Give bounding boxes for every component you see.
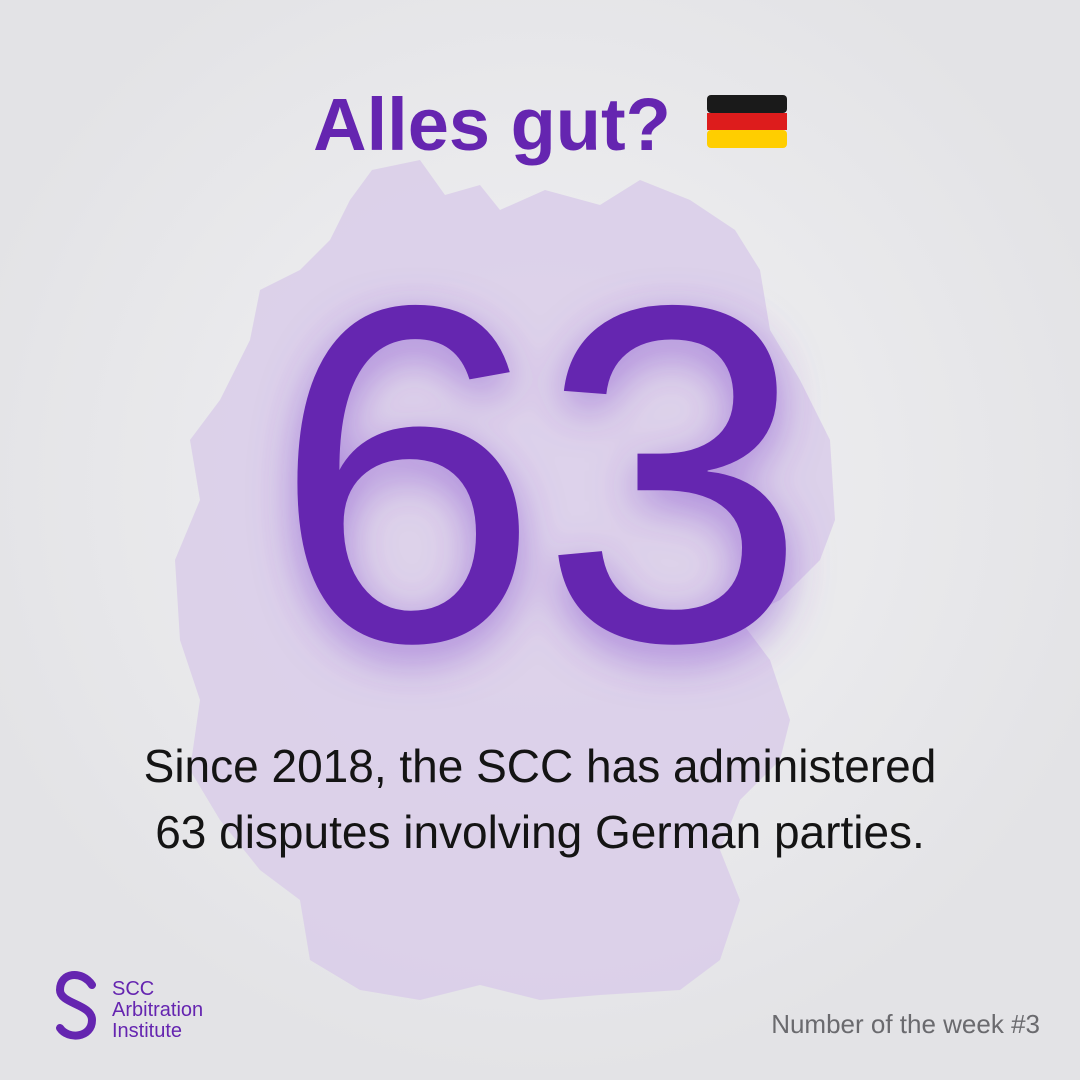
logo-text: Institute (112, 1020, 182, 1042)
germany-map (175, 160, 835, 1000)
big-number: 63 (273, 205, 807, 742)
body-line: Since 2018, the SCC has administered (144, 740, 937, 792)
footer-label: Number of the week #3 (771, 1009, 1040, 1039)
german-flag-icon (707, 95, 787, 148)
logo-mark (55, 971, 97, 1040)
logo-text: SCC (112, 978, 154, 1000)
title: Alles gut? (313, 83, 671, 166)
logo-text: Arbitration (112, 999, 203, 1021)
body-line: 63 disputes involving German parties. (155, 806, 925, 858)
